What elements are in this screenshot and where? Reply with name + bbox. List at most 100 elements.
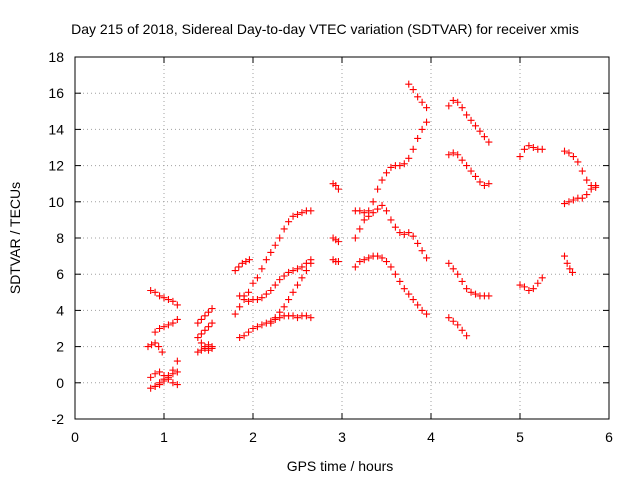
data-point-arc-7 — [208, 305, 216, 313]
data-point-arc-8 — [197, 330, 205, 338]
x-tick-label: 2 — [249, 429, 257, 445]
data-point-arc-25 — [458, 277, 466, 285]
data-point-arc-20 — [356, 207, 364, 215]
x-tick-label: 1 — [160, 429, 168, 445]
data-point-arc-28 — [534, 279, 542, 287]
data-point-arc-2 — [158, 348, 166, 356]
plot-frame — [74, 56, 610, 420]
data-point-arc-23 — [476, 127, 484, 135]
data-point-arc-1 — [156, 292, 164, 300]
data-point-arc-21 — [374, 252, 382, 260]
data-point-arc-23 — [463, 111, 471, 119]
data-point-arc-21 — [360, 256, 368, 264]
data-point-arc-22 — [405, 80, 413, 88]
data-point-arc-21 — [351, 263, 359, 271]
data-point-arc-21 — [383, 258, 390, 266]
data-point-arc-6 — [160, 377, 168, 385]
data-point-arc-7 — [205, 308, 212, 316]
data-point-arc-5 — [169, 379, 177, 387]
data-point-arc-23 — [467, 116, 475, 124]
data-point-arc-20 — [423, 254, 431, 262]
data-point-arc-30 — [592, 182, 600, 190]
data-point-arc-2 — [155, 343, 163, 351]
data-point-arc-12 — [236, 303, 244, 311]
data-point-arc-24 — [485, 180, 493, 188]
data-point-arc-21 — [400, 285, 408, 293]
data-point-arc-14 — [253, 323, 261, 331]
data-point-arc-15 — [276, 314, 284, 322]
data-point-arc-20 — [378, 201, 386, 209]
data-point-arc-12 — [307, 207, 315, 215]
data-point-arc-13 — [245, 297, 253, 305]
data-point-arc-14 — [298, 274, 306, 282]
data-point-arc-20 — [365, 212, 373, 220]
data-point-arc-13 — [289, 267, 297, 275]
data-point-arc-12 — [280, 225, 288, 233]
data-point-arc-14 — [294, 281, 301, 289]
data-point-arc-23 — [445, 102, 453, 110]
data-point-arc-20 — [387, 216, 395, 224]
data-point-arc-24 — [480, 182, 488, 190]
data-point-arc-6 — [164, 373, 172, 381]
y-tick-label: 16 — [48, 85, 64, 101]
data-point-arc-24 — [476, 178, 484, 186]
data-point-arc-21 — [378, 254, 386, 262]
data-point-arc-30 — [565, 198, 573, 206]
data-point-arc-10 — [208, 343, 216, 351]
data-point-arc-13 — [253, 296, 261, 304]
data-point-arc-12 — [298, 209, 306, 217]
data-point-arc-22 — [409, 86, 417, 94]
data-point-arc-4 — [147, 384, 155, 392]
data-point-arc-28 — [538, 274, 546, 282]
data-point-arc-13 — [294, 265, 301, 273]
data-point-arc-1 — [173, 301, 181, 309]
data-point-arc-3 — [156, 325, 164, 332]
x-axis-label: GPS time / hours — [287, 458, 394, 474]
data-point-arc-3 — [169, 319, 177, 327]
data-point-arc-7 — [197, 315, 205, 323]
data-point-arc-10 — [197, 339, 205, 347]
data-point-arc-21 — [396, 277, 404, 285]
data-point-arc-19 — [369, 198, 377, 206]
data-point-arc-23 — [472, 122, 479, 130]
data-point-arc-24 — [449, 149, 457, 157]
chart-title: Day 215 of 2018, Sidereal Day-to-day VTE… — [71, 21, 579, 37]
y-tick-labels: -2 0 2 4 6 8 10 12 14 16 18 — [48, 49, 64, 427]
data-point-arc-23 — [458, 104, 466, 112]
y-tick-label: 14 — [48, 121, 64, 137]
data-point-arc-19 — [378, 176, 386, 184]
data-point-arc-26 — [458, 326, 466, 334]
data-point-arc-19 — [418, 125, 426, 133]
data-point-arc-5 — [147, 373, 155, 381]
data-point-arc-11 — [235, 263, 243, 271]
data-point-arc-6 — [169, 370, 177, 378]
data-point-arc-15 — [267, 319, 275, 327]
data-point-arc-3 — [160, 323, 168, 331]
data-point-arc-12 — [258, 265, 266, 273]
data-point-arc-5 — [156, 368, 164, 376]
data-point-arc-30 — [561, 200, 568, 208]
data-point-arc-19 — [351, 234, 359, 242]
x-tick-label: 5 — [516, 429, 524, 445]
data-point-arc-30 — [569, 196, 577, 204]
data-point-arc-26 — [449, 317, 457, 325]
data-point-arc-29 — [583, 176, 591, 184]
x-tick-label: 3 — [338, 429, 346, 445]
data-point-arc-28 — [529, 285, 537, 293]
data-point-arc-7 — [194, 319, 202, 327]
data-point-arc-1 — [151, 288, 159, 296]
data-point-arc-13 — [267, 286, 275, 294]
data-point-arc-22 — [414, 93, 422, 101]
data-point-arc-12 — [271, 241, 279, 249]
data-point-arc-11 — [242, 258, 250, 266]
data-point-arc-29 — [574, 158, 582, 166]
data-point-arc-25 — [445, 259, 453, 267]
data-point-arc-1 — [147, 286, 155, 294]
data-point-arc-8 — [208, 319, 216, 327]
data-point-arc-9 — [197, 346, 205, 354]
data-point-arc-23 — [454, 98, 462, 106]
data-point-arc-25 — [463, 285, 471, 293]
data-point-arc-12 — [285, 218, 293, 226]
data-point-arc-12 — [245, 288, 253, 296]
